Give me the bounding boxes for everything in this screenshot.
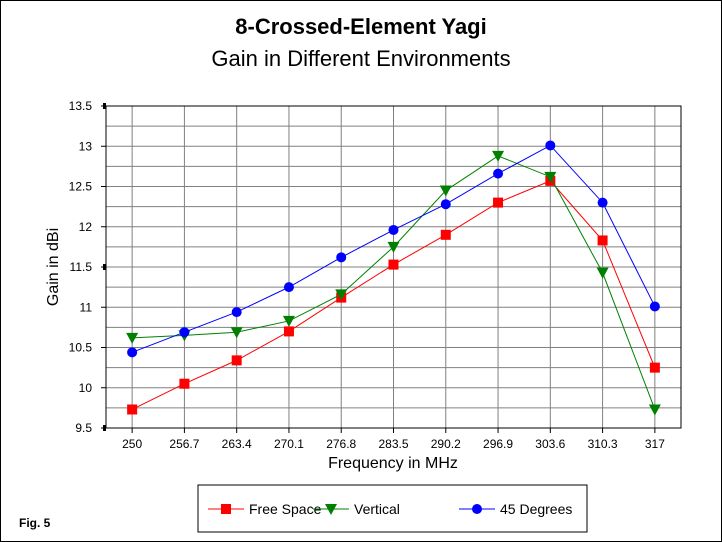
data-point xyxy=(493,168,504,179)
legend-label: Free Space xyxy=(249,501,322,517)
data-point xyxy=(388,224,399,235)
data-point xyxy=(179,378,190,389)
legend-items: Free Space Vertical 45 Degrees xyxy=(208,501,572,517)
legend-marker xyxy=(221,504,231,514)
data-point xyxy=(387,241,400,253)
x-tick-label: 263.4 xyxy=(222,437,252,451)
legend-label: 45 Degrees xyxy=(500,501,572,517)
y-tick-label: 10 xyxy=(79,381,93,395)
data-point xyxy=(283,326,294,337)
data-point xyxy=(335,289,348,301)
x-tick-label: 296.9 xyxy=(483,437,513,451)
data-point xyxy=(649,362,660,373)
data-point xyxy=(231,355,242,366)
data-point xyxy=(492,150,505,162)
chart-title: 8-Crossed-Element Yagi xyxy=(235,14,486,39)
data-point xyxy=(388,259,399,270)
data-point xyxy=(231,307,242,318)
data-point xyxy=(544,171,557,183)
data-point xyxy=(597,197,608,208)
y-tick-label: 9.5 xyxy=(75,421,92,435)
y-tick-label: 12 xyxy=(79,220,93,234)
figure-label: Fig. 5 xyxy=(19,516,51,530)
series-vertical xyxy=(126,150,661,416)
data-point xyxy=(336,252,347,263)
data-point xyxy=(230,327,243,339)
x-tick-label: 276.8 xyxy=(326,437,356,451)
x-tick-label: 303.6 xyxy=(535,437,565,451)
data-point xyxy=(493,197,504,208)
data-point xyxy=(545,140,556,151)
legend-marker xyxy=(472,504,482,514)
x-tick-label: 250 xyxy=(122,437,142,451)
y-tick-label: 11 xyxy=(80,300,93,314)
y-tick-label: 13 xyxy=(79,139,93,153)
data-point xyxy=(179,327,190,338)
data-point xyxy=(596,267,609,279)
x-tick-label: 317 xyxy=(645,437,665,451)
series-layer xyxy=(126,140,661,416)
chart-subtitle: Gain in Different Environments xyxy=(211,46,510,71)
data-point xyxy=(648,404,661,416)
data-point xyxy=(282,315,295,327)
y-tick-label: 13.5 xyxy=(69,99,93,113)
y-axis-notch xyxy=(103,425,106,431)
data-point xyxy=(126,332,139,344)
y-axis-label: Gain in dBi xyxy=(45,228,62,306)
data-point xyxy=(127,404,138,415)
data-point xyxy=(440,199,451,210)
y-tick-label: 12.5 xyxy=(69,180,93,194)
data-point xyxy=(597,235,608,246)
data-point xyxy=(439,185,452,197)
y-axis-notch xyxy=(103,103,106,109)
grid-layer xyxy=(106,106,681,428)
data-point xyxy=(440,229,451,240)
data-point xyxy=(127,347,138,358)
x-tick-label: 256.7 xyxy=(169,437,199,451)
x-axis-label: Frequency in MHz xyxy=(328,455,458,472)
legend-label: Vertical xyxy=(354,501,400,517)
legend-marker xyxy=(325,504,337,515)
data-point xyxy=(283,282,294,293)
y-tick-label: 11.5 xyxy=(70,260,93,274)
x-tick-label: 283.5 xyxy=(378,437,408,451)
tick-layer: 9.5 10 10.5 11 11.5 12 12.5 13 13.5 250 256.7 263.4… xyxy=(69,99,666,451)
series-45-degrees xyxy=(127,140,660,358)
legend: Free Space Vertical 45 Degrees xyxy=(197,484,588,533)
y-axis-notch xyxy=(103,264,106,270)
y-tick-label: 10.5 xyxy=(69,341,93,355)
data-point xyxy=(649,301,660,312)
x-tick-label: 270.1 xyxy=(274,437,304,451)
x-tick-label: 310.3 xyxy=(588,437,618,451)
legend-box xyxy=(197,484,588,533)
x-tick-label: 290.2 xyxy=(431,437,461,451)
